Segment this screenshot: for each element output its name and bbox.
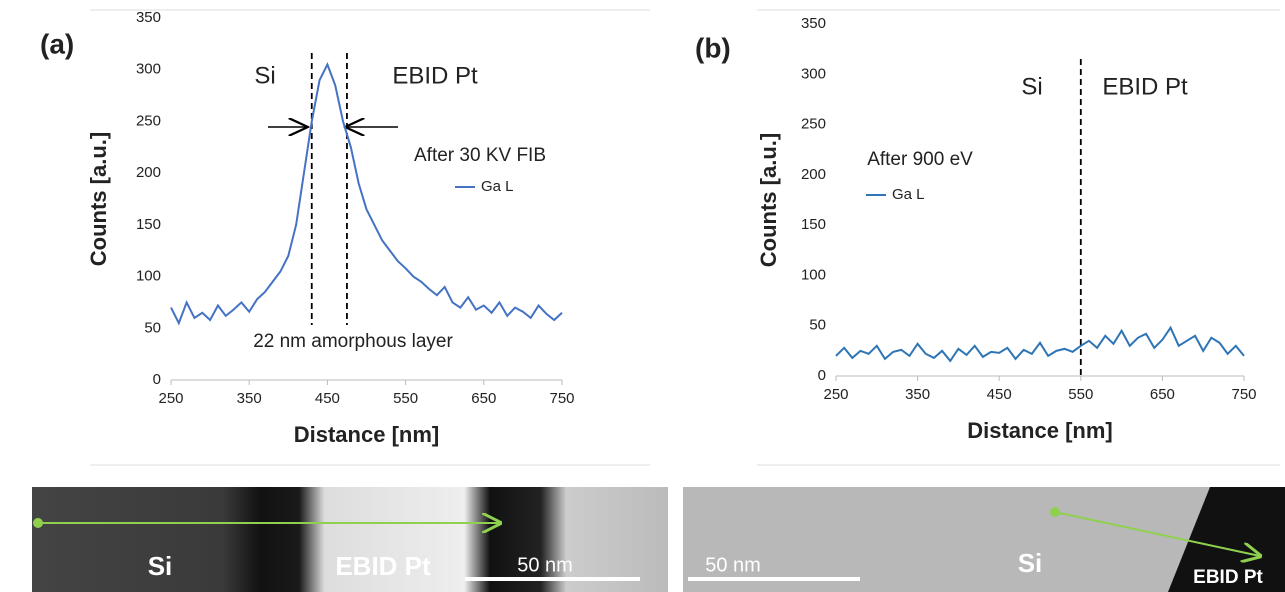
x-axis-label: Distance [nm] [967,418,1112,443]
x-tick-label: 350 [237,390,262,407]
x-tick-label: 750 [1231,386,1256,403]
x-tick-label: 750 [549,390,574,407]
image-label: EBID Pt [335,551,431,581]
image-label: EBID Pt [1193,567,1263,588]
micrograph [32,487,668,592]
x-tick-label: 650 [1150,386,1175,403]
scale-bar [688,577,860,581]
pt-region [1168,487,1285,592]
y-tick-label: 150 [801,216,826,233]
scale-bar-label: 50 nm [517,554,573,576]
scale-bar-label: 50 nm [705,554,761,576]
annotation: EBID Pt [1102,73,1188,100]
y-tick-label: 100 [136,268,161,285]
x-tick-label: 350 [905,386,930,403]
y-tick-label: 300 [801,65,826,82]
y-axis-label: Counts [a.u.] [756,133,781,267]
panel-label: (b) [695,32,731,63]
x-tick-label: 450 [315,390,340,407]
data-line [835,325,1245,363]
annotation: Si [254,62,275,89]
chart-a: (a) Si EBID Pt After 30 KV FIB 22 nm amo… [40,9,575,447]
annotation: Si [1021,73,1042,100]
x-axis-label: Distance [nm] [294,422,439,447]
x-tick-label: 650 [471,390,496,407]
x-tick-label: 250 [823,386,848,403]
image-label: Si [148,551,173,581]
annotation: After 900 eV [867,149,973,170]
annotation: EBID Pt [392,62,478,89]
legend-label: Ga L [892,186,925,203]
panel-label: (a) [40,28,74,59]
data-line [170,62,563,326]
x-tick-label: 550 [393,390,418,407]
annotation: 22 nm amorphous layer [253,331,453,352]
y-tick-label: 350 [136,9,161,26]
y-tick-label: 150 [136,216,161,233]
y-tick-label: 200 [801,166,826,183]
x-tick-label: 250 [158,390,183,407]
y-tick-label: 350 [801,15,826,32]
legend-label: Ga L [481,178,514,195]
y-tick-label: 300 [136,61,161,78]
y-tick-label: 200 [136,164,161,181]
image-a: Si EBID Pt 50 nm [32,487,668,592]
annotation: After 30 KV FIB [414,145,546,166]
y-tick-label: 250 [136,112,161,129]
y-tick-label: 50 [809,317,826,334]
y-tick-label: 100 [801,266,826,283]
scale-bar [465,577,640,581]
y-tick-label: 250 [801,116,826,133]
chart-b: (b) Si EBID Pt After 900 eV 0 50 100 150 200… [695,15,1257,443]
y-tick-label: 0 [818,367,826,384]
y-tick-label: 50 [144,319,161,336]
y-tick-label: 0 [153,371,161,388]
image-b: Si EBID Pt 50 nm [683,487,1285,592]
image-label: Si [1018,548,1043,578]
x-tick-label: 550 [1068,386,1093,403]
y-axis-label: Counts [a.u.] [86,132,111,266]
scan-arrow [1054,511,1260,556]
x-tick-label: 450 [987,386,1012,403]
